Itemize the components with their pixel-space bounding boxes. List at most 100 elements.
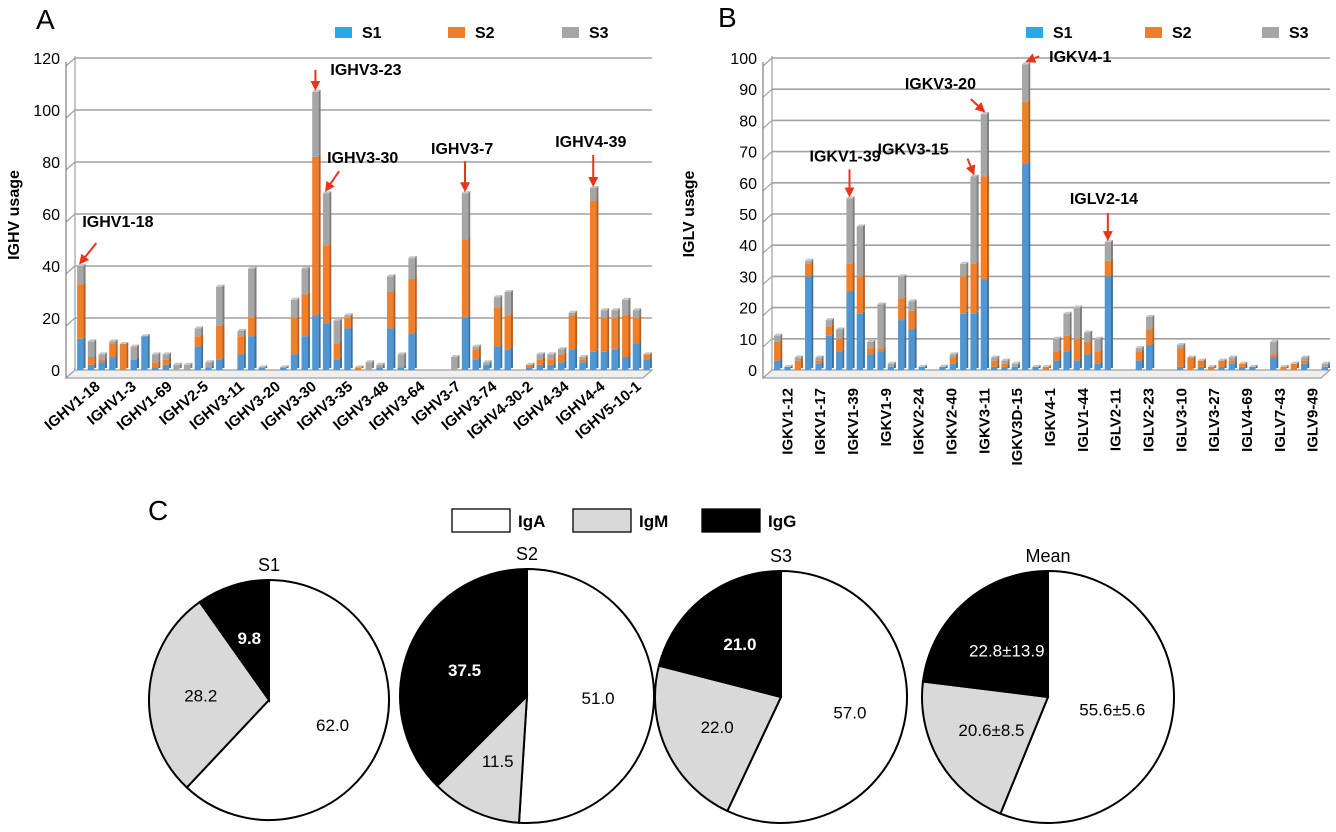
bar-top [130,344,139,347]
bar-s1 [397,367,405,370]
bar-s2 [632,318,640,344]
bar-s3 [1001,360,1008,364]
bar-top [194,326,204,329]
bar-s3 [536,354,544,360]
bar-s1 [312,315,319,370]
bar-side [222,284,225,324]
bar-side [790,364,793,368]
bar-side [1110,258,1113,275]
bar-s1 [600,351,608,370]
bar-top [141,334,150,337]
y-tick-label: 20 [739,301,757,318]
bar-s3 [960,263,967,277]
bar-top [183,362,193,365]
bar-s3 [376,364,383,368]
bar-side [201,344,204,368]
bar-top [354,365,364,368]
bar-side [104,360,107,368]
x-tick-label: IGLV3-10 [1173,388,1190,452]
bar-side [1152,327,1155,344]
bar-s3 [856,226,863,277]
pie-value-label: 20.6±8.5 [958,721,1024,740]
bar-side [1079,358,1082,368]
bar-s1 [301,336,308,370]
bar-side [1245,361,1248,365]
bar-s1 [547,364,554,370]
bar-side [1007,364,1010,368]
bar-s2 [162,359,170,365]
bar-s3 [130,346,137,360]
bar-side [254,334,257,368]
bar-s1 [1084,354,1091,370]
bar-side [575,310,578,314]
bar-side [617,316,620,348]
bar-s1 [568,349,576,370]
bar-s2 [194,336,202,347]
annotation-label: IGKV1-39 [810,148,881,165]
bar-s2 [1063,335,1070,352]
bar-top [1218,358,1227,361]
bar-s3 [77,266,84,285]
bar-side [1110,240,1113,259]
legend-swatch-s3 [562,27,579,38]
gridline-depth [65,265,76,275]
bar-s1 [1073,360,1080,370]
bar-s3 [1270,341,1277,355]
bar-s3 [504,292,511,316]
pie-slice-igm [148,600,271,789]
bar-s1 [333,359,340,370]
legend-swatch-s2 [1145,27,1162,38]
bar-side [1059,349,1062,359]
legend-label-s2: S2 [475,25,495,42]
bar-top [611,308,620,311]
bar-side [297,316,300,353]
bar-side [468,316,471,368]
bar-s1 [784,366,791,370]
bar-side [1327,361,1330,365]
bar-top [1084,330,1093,333]
bar-side [126,342,129,368]
chart-b-y-ticks: 0 10 20 30 40 50 60 70 80 90 100 [730,51,757,380]
bar-side [1224,358,1227,365]
y-tick-label: 120 [33,51,60,68]
bar-side [811,274,814,368]
bar-s1 [1146,345,1153,370]
bar-side [1017,364,1020,368]
bar-side [1079,305,1082,337]
bar-top [98,352,107,355]
x-tick-label: IGKV1-12 [779,388,796,455]
bar-side [222,357,225,368]
bar-top [301,266,310,269]
bar-s3 [632,310,640,318]
bar-side [883,302,886,347]
bar-s1 [504,349,511,370]
y-tick-label: 10 [739,332,757,349]
bar-s3 [794,357,801,361]
bar-s3 [949,354,956,358]
bar-side [873,346,876,353]
bar-side [478,344,481,348]
bar-s3 [365,362,373,370]
bar-s1 [825,335,832,370]
bar-side [404,352,407,366]
annotation-label: IGKV4-1 [1049,49,1111,66]
bar-side [297,297,300,316]
bar-side [553,357,556,363]
bar-s2 [898,298,905,321]
bar-side [997,355,1000,359]
bar-s2 [1053,351,1060,361]
bar-s2 [960,276,967,314]
bar-top [376,362,385,365]
legend-label-s3: S3 [589,25,609,42]
bar-side [1245,364,1248,368]
bar-side [1100,361,1103,368]
bar-s1 [98,362,105,370]
bar-side [307,292,310,335]
bar-s3 [1177,345,1184,349]
gridline-depth [762,338,773,348]
chart-c-pies: S1 62.0 28.2 9.8 S2 51.0 11.5 37.5 S3 57.0 22.0 21.… [148,544,1175,824]
bar-s3 [301,268,308,295]
bar-side [986,112,989,175]
bar-side [821,358,824,362]
